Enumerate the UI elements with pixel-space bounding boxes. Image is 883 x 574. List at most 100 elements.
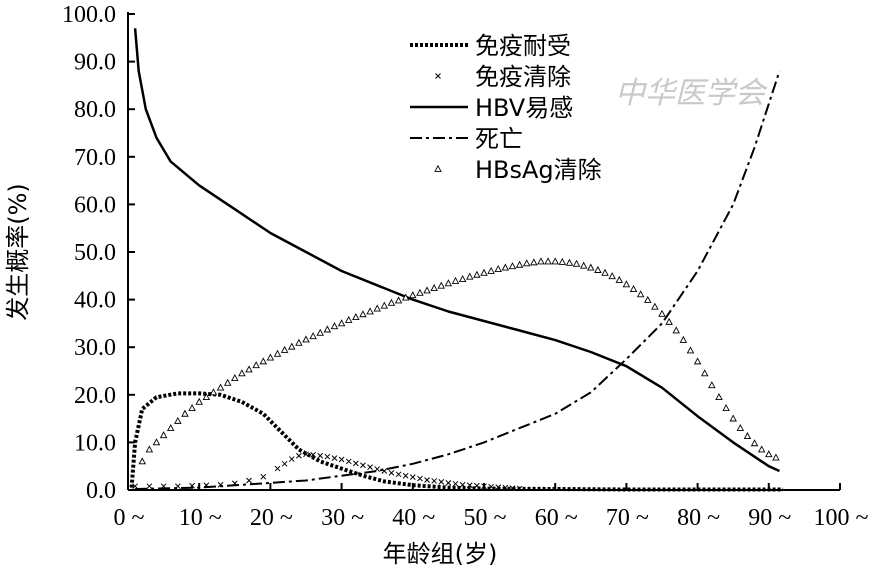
series-3-line bbox=[135, 70, 781, 490]
series-1-point bbox=[338, 456, 345, 463]
series-4-point bbox=[715, 393, 723, 401]
x-axis-title: 年龄组(岁) bbox=[383, 540, 498, 568]
legend-label-2: HBV易感 bbox=[475, 94, 573, 122]
series-1-point bbox=[488, 483, 494, 490]
legend-label-4: HBsAg清除 bbox=[475, 156, 602, 184]
x-tick-label: 50 ~ bbox=[464, 505, 507, 531]
series-3 bbox=[135, 70, 781, 490]
series-4-point bbox=[295, 338, 303, 346]
series-4-point bbox=[451, 276, 460, 284]
series-1-point bbox=[260, 473, 267, 480]
x-tick-label: 10 ~ bbox=[179, 505, 222, 531]
series-4-point bbox=[344, 315, 353, 323]
series-1-point bbox=[424, 477, 430, 483]
series-1-point bbox=[367, 464, 373, 471]
series-4-point bbox=[558, 257, 567, 265]
series-1-point bbox=[296, 452, 302, 459]
series-1-point bbox=[345, 458, 352, 465]
y-tick-label: 30.0 bbox=[74, 335, 116, 361]
series-4-point bbox=[572, 259, 581, 267]
series-4-point bbox=[700, 369, 709, 377]
x-tick-label: 40 ~ bbox=[392, 505, 435, 531]
series-4-point bbox=[594, 265, 602, 273]
series-4-point bbox=[622, 280, 631, 288]
series-4-point bbox=[373, 304, 381, 312]
series-4-point bbox=[501, 263, 510, 271]
series-1-point bbox=[438, 479, 445, 485]
series-4-point bbox=[273, 349, 282, 357]
series-4-point bbox=[401, 293, 410, 301]
series-4-point bbox=[245, 365, 253, 373]
x-tick-label: 80 ~ bbox=[677, 505, 720, 531]
y-tick-label: 70.0 bbox=[74, 145, 116, 171]
series-1-point bbox=[452, 480, 459, 487]
series-4-point bbox=[152, 438, 161, 446]
series-4-point bbox=[466, 272, 474, 280]
series-4-point bbox=[337, 319, 346, 327]
series-1-point bbox=[495, 484, 502, 490]
series-4-point bbox=[629, 284, 638, 292]
y-tick-label: 80.0 bbox=[74, 97, 116, 123]
series-4-point bbox=[487, 266, 495, 274]
series-4-point bbox=[380, 301, 389, 309]
series-4-point bbox=[636, 290, 645, 298]
series-4-point bbox=[181, 409, 189, 417]
series-1-point bbox=[360, 462, 366, 469]
series-4-point bbox=[494, 264, 502, 272]
series-1-point bbox=[317, 452, 324, 459]
series-1-point bbox=[132, 483, 138, 490]
series-4-point bbox=[138, 457, 146, 465]
series-4-point bbox=[608, 272, 616, 280]
series-1-point bbox=[331, 455, 338, 461]
x-tick-label: 60 ~ bbox=[535, 505, 578, 531]
series-4-point bbox=[259, 357, 268, 365]
series-4-point bbox=[302, 335, 310, 343]
series-4-point bbox=[772, 453, 780, 461]
series-4-point bbox=[216, 383, 225, 391]
series-4-point bbox=[765, 450, 773, 458]
y-tick-label: 40.0 bbox=[74, 288, 116, 314]
series-4-point bbox=[743, 432, 752, 440]
series-4-point bbox=[209, 388, 218, 396]
y-tick-label: 50.0 bbox=[74, 240, 116, 266]
legend-label-3: 死亡 bbox=[475, 125, 523, 153]
plot-area bbox=[129, 28, 783, 492]
series-4-point bbox=[722, 403, 730, 411]
series-4-point bbox=[188, 403, 196, 411]
series-1-point bbox=[288, 456, 295, 462]
series-4-point bbox=[587, 263, 595, 271]
x-tick-label: 90 ~ bbox=[748, 505, 791, 531]
y-axis-title: 发生概率(%) bbox=[4, 183, 32, 321]
series-4-point bbox=[352, 313, 360, 321]
y-tick-label: 10.0 bbox=[74, 430, 116, 456]
series-4-point bbox=[195, 397, 203, 405]
series-1-point bbox=[274, 465, 281, 472]
series-1-point bbox=[324, 453, 331, 460]
ticks: 0 ~ 10 ~ 20 ~ 30 ~ 40 ~ 50 ~ 60 ~ 70 ~ 80 ~ 90 ~ 1… bbox=[62, 2, 869, 531]
series-4-point bbox=[166, 423, 175, 431]
series-4-point bbox=[537, 257, 545, 265]
y-tick-label: 0.0 bbox=[86, 478, 116, 504]
series-4-point bbox=[174, 416, 182, 424]
series-4-point bbox=[679, 335, 688, 343]
legend-label-1: 免疫清除 bbox=[475, 63, 571, 91]
series-1-point bbox=[474, 482, 480, 489]
series-4-point bbox=[266, 353, 275, 361]
series-4-point bbox=[473, 270, 481, 278]
y-tick-label: 90.0 bbox=[74, 50, 116, 76]
series-4-point bbox=[330, 322, 339, 330]
series-4-point bbox=[288, 342, 296, 350]
series-4-point bbox=[601, 268, 609, 276]
series-4-point bbox=[444, 279, 453, 287]
series-1-point bbox=[417, 475, 423, 482]
series-1-point bbox=[466, 482, 473, 489]
series-4-point bbox=[658, 309, 666, 317]
series-4-point bbox=[159, 431, 168, 439]
series-1-point bbox=[310, 451, 316, 458]
series-4-point bbox=[280, 345, 289, 353]
series-4-point bbox=[686, 346, 695, 354]
series-4-point bbox=[409, 291, 417, 299]
y-tick-label: 100.0 bbox=[62, 2, 116, 28]
series-4-point bbox=[416, 288, 424, 296]
